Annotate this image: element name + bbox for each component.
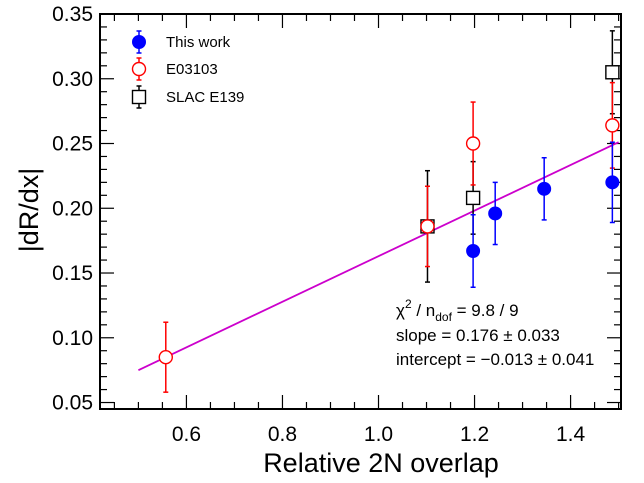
legend-marker	[131, 89, 147, 105]
data-point	[465, 190, 481, 206]
y-tick-label: 0.10	[52, 327, 93, 350]
data-point	[605, 118, 620, 133]
data-point	[420, 219, 435, 234]
intercept-text: intercept = −0.013 ± 0.041	[396, 350, 594, 369]
y-tick-label: 0.35	[52, 3, 93, 26]
legend-marker	[131, 61, 147, 77]
y-tick-label: 0.25	[52, 133, 93, 156]
slope-text: slope = 0.176 ± 0.033	[396, 326, 560, 345]
legend-label: E03103	[166, 61, 218, 78]
data-point	[465, 136, 481, 151]
chi2-text: χ2 / ndof = 9.8 / 9	[396, 297, 519, 324]
y-axis-label: |dR/dx|	[14, 168, 44, 253]
legend-label: This work	[166, 34, 231, 51]
y-tick-label: 0.15	[52, 262, 93, 285]
data-point	[158, 349, 173, 365]
fit-layer	[138, 141, 619, 371]
y-tick-label: 0.30	[52, 68, 93, 91]
chi2-part: / n	[412, 301, 436, 320]
x-tick-label: 1.0	[364, 423, 393, 446]
x-tick-label: 1.2	[460, 423, 489, 446]
chi2-part: = 9.8 / 9	[452, 301, 519, 320]
tick-labels: 0.6 0.8 1.0 1.2 1.4 0.05 0.10 0.15 0.20 0.25 0.30 0…	[52, 3, 585, 446]
data-point	[488, 206, 503, 221]
fit-annotation: χ2 / ndof = 9.8 / 9 slope = 0.176 ± 0.033…	[396, 297, 594, 369]
data-point	[537, 181, 552, 196]
y-tick-label: 0.20	[52, 197, 93, 220]
legend-marker	[132, 35, 146, 49]
chi2-part: 2	[405, 297, 412, 311]
y-tick-label: 0.05	[52, 392, 93, 415]
x-axis-label: Relative 2N overlap	[263, 448, 499, 478]
fit-line	[138, 141, 619, 371]
axis-ticks	[100, 13, 621, 409]
data-point	[466, 244, 481, 258]
data-point	[605, 175, 620, 190]
x-tick-label: 1.4	[556, 423, 586, 446]
x-tick-label: 0.6	[172, 423, 201, 446]
data-markers	[158, 65, 620, 365]
chi2-part: dof	[435, 310, 452, 324]
data-point	[605, 65, 620, 80]
chi2-part: χ	[396, 301, 405, 320]
x-tick-label: 0.8	[268, 423, 297, 446]
legend: This work E03103 SLAC E139	[131, 30, 244, 109]
legend-label: SLAC E139	[166, 89, 244, 106]
plot-frame	[99, 13, 622, 410]
